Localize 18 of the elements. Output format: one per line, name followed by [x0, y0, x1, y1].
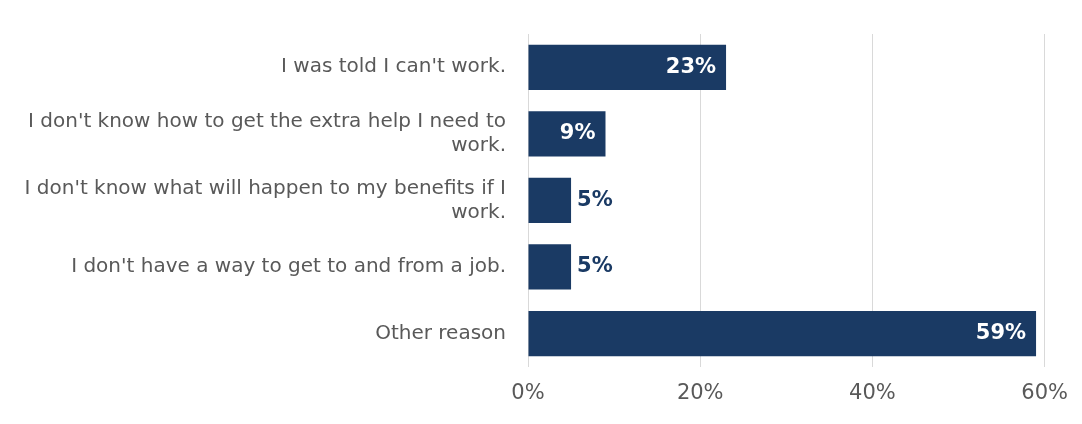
y-tick-label: Other reason: [375, 319, 506, 344]
y-tick-label: I don't know how to get the extra help I need to work.: [28, 108, 506, 157]
y-tick-label: I don't know what will happen to my benefits if I work.: [24, 174, 506, 223]
data-label: 5%: [577, 186, 613, 211]
bar: [528, 44, 727, 90]
x-tick-label: 40%: [849, 379, 896, 404]
data-label: 23%: [665, 53, 717, 78]
x-tick-label: 20%: [676, 379, 724, 404]
bar: [528, 310, 1037, 357]
x-tick-label: 60%: [1021, 379, 1069, 404]
y-tick-label: I don't have a way to get to and from a job.: [71, 253, 506, 278]
x-tick-label: 0%: [511, 379, 545, 404]
bar: [528, 177, 572, 224]
bar: [528, 244, 572, 290]
data-label: 5%: [577, 253, 613, 278]
y-tick-label: I was told I can't work.: [281, 53, 506, 78]
data-label: 9%: [559, 120, 596, 145]
data-label: 59%: [975, 319, 1027, 344]
